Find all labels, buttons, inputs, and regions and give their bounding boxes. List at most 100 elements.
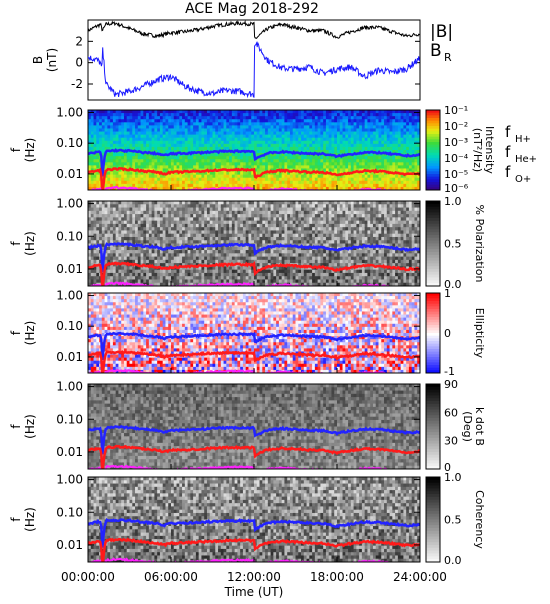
spectrogram-cell (268, 132, 271, 135)
spectrogram-cell (124, 116, 127, 119)
spectrogram-cell (414, 165, 417, 168)
spectrogram-cell (287, 159, 290, 162)
spectrogram-cell (132, 201, 135, 205)
spectrogram-cell (323, 178, 326, 181)
spectrogram-cell (196, 119, 199, 122)
spectrogram-cell (224, 153, 227, 156)
spectrogram-cell (121, 128, 124, 131)
spectrogram-cell (315, 110, 318, 113)
spectrogram-cell (96, 178, 99, 181)
spectrogram-cell (320, 110, 323, 113)
spectrogram-cell (199, 138, 202, 141)
spectrogram-cell (157, 211, 160, 215)
spectrogram-cell (229, 221, 232, 225)
spectrogram-cell (237, 211, 240, 215)
spectrogram-cell (174, 257, 177, 261)
spectrogram-cell (414, 128, 417, 131)
spectrogram-cell (312, 110, 315, 113)
spectrogram-cell (130, 153, 133, 156)
spectrogram-cell (237, 204, 240, 208)
spectrogram-cell (190, 128, 193, 131)
spectrogram-cell (213, 162, 216, 165)
spectrogram-cell (177, 224, 180, 228)
spectrogram-cell (113, 159, 116, 162)
spectrogram-cell (273, 141, 276, 144)
spectrogram-cell (105, 260, 108, 264)
spectrogram-cell (354, 159, 357, 162)
spectrogram-cell (251, 119, 254, 122)
spectrogram-cell (246, 181, 249, 184)
spectrogram-cell (138, 257, 141, 261)
spectrogram-cell (188, 156, 191, 159)
spectrogram-cell (390, 141, 393, 144)
spectrogram-cell (251, 217, 254, 221)
spectrogram-cell (113, 266, 116, 270)
spectrogram-cell (168, 110, 171, 113)
spectrogram-cell (127, 125, 130, 128)
spectrogram-cell (246, 113, 249, 116)
spectrogram-cell (204, 135, 207, 138)
spectrogram-cell (96, 237, 99, 241)
spectrogram-cell (204, 273, 207, 277)
spectrogram-cell (179, 159, 182, 162)
spectrogram-cell (248, 122, 251, 125)
spectrogram-cell (248, 201, 251, 205)
spectrogram-cell (94, 116, 97, 119)
spectrogram-cell (379, 144, 382, 147)
spectrogram-cell (94, 125, 97, 128)
spectrogram-cell (188, 227, 191, 231)
spectrogram-cell (127, 172, 130, 175)
spectrogram-cell (254, 221, 257, 225)
spectrogram-cell (251, 144, 254, 147)
spectrogram-cell (379, 128, 382, 131)
spectrogram-cell (188, 279, 191, 283)
spectrogram-cell (165, 227, 168, 231)
spectrogram-cell (130, 175, 133, 178)
spectrogram-cell (141, 273, 144, 277)
spectrogram-cell (323, 165, 326, 168)
spectrogram-cell (304, 110, 307, 113)
spectrogram-cell (343, 162, 346, 165)
figure-title: ACE Mag 2018-292 (185, 1, 319, 17)
spectrogram-cell (182, 260, 185, 264)
spectrogram-cell (395, 144, 398, 147)
colorbar-tick-label: 10⁻⁶ (444, 182, 469, 195)
spectrogram-cell (91, 279, 94, 283)
spectrogram-cell (287, 156, 290, 159)
spectrogram-cell (265, 217, 268, 221)
spectrogram-cell (337, 135, 340, 138)
spectrogram-cell (384, 165, 387, 168)
spectrogram-cell (113, 221, 116, 225)
spectrogram-cell (229, 156, 232, 159)
spectrogram-cell (118, 237, 121, 241)
spectrogram-cell (188, 165, 191, 168)
spectrogram-cell (337, 110, 340, 113)
spectrogram-cell (118, 227, 121, 231)
spectrogram-cell (229, 153, 232, 156)
spectrogram-cell (121, 214, 124, 218)
spectrogram-cell (235, 211, 238, 215)
spectrogram-cell (157, 178, 160, 181)
spectrogram-cell (273, 138, 276, 141)
spectrogram-cell (215, 266, 218, 270)
spectrogram-cell (221, 119, 224, 122)
spectrogram-cell (218, 214, 221, 218)
spectrogram-cell (221, 217, 224, 221)
spectrogram-cell (152, 217, 155, 221)
spectrogram-cell (401, 178, 404, 181)
spectrogram-cell (157, 135, 160, 138)
spectrogram-cell (218, 162, 221, 165)
spectrogram-cell (356, 165, 359, 168)
spectrogram-cell (188, 162, 191, 165)
spectrogram-cell (204, 116, 207, 119)
spectrogram-cell (199, 135, 202, 138)
spectrogram-cell (157, 156, 160, 159)
spectrogram-cell (276, 116, 279, 119)
spectrogram-cell (351, 141, 354, 144)
spectrogram-cell (251, 162, 254, 165)
spectrogram-cell (185, 125, 188, 128)
spectrogram-cell (196, 260, 199, 264)
spectrogram-cell (315, 128, 318, 131)
spectrogram-cell (196, 250, 199, 254)
spectrogram-cell (229, 276, 232, 280)
